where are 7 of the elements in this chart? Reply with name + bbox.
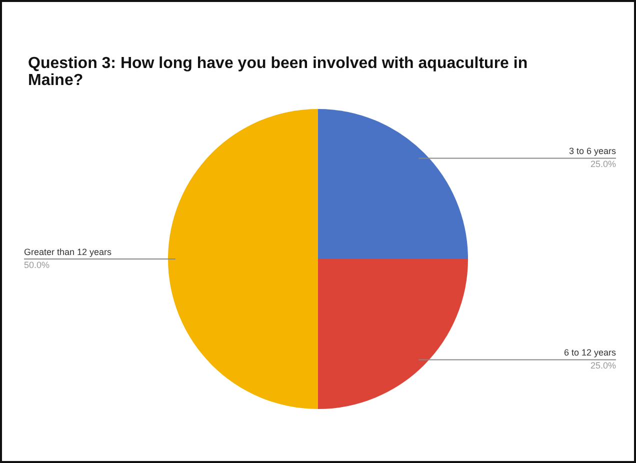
chart-title: Question 3: How long have you been involved with aquaculture in Maine? [28, 55, 529, 89]
data-label: 50.0% [24, 260, 50, 270]
slice-label: 6 to 12 years [564, 348, 616, 358]
slice-label: Greater than 12 years [24, 246, 112, 257]
data-label: 25.0% [590, 360, 616, 371]
slice-label: 3 to 6 years [568, 146, 616, 156]
data-label: 25.0% [590, 159, 616, 170]
